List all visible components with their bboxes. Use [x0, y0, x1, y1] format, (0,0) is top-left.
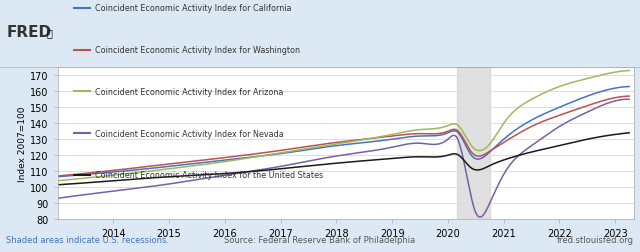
Text: fred.stlouisfed.org: fred.stlouisfed.org — [557, 235, 634, 244]
Y-axis label: Index 2007=100: Index 2007=100 — [19, 106, 28, 181]
Bar — [458, 68, 490, 219]
Text: Coincident Economic Activity Index for Arizona: Coincident Economic Activity Index for A… — [95, 87, 283, 97]
Text: Coincident Economic Activity Index for Washington: Coincident Economic Activity Index for W… — [95, 46, 300, 55]
Text: Coincident Economic Activity Index for the United States: Coincident Economic Activity Index for t… — [95, 171, 323, 180]
Text: Coincident Economic Activity Index for California: Coincident Economic Activity Index for C… — [95, 4, 291, 13]
Text: Coincident Economic Activity Index for Nevada: Coincident Economic Activity Index for N… — [95, 129, 284, 138]
Text: Source: Federal Reserve Bank of Philadelphia: Source: Federal Reserve Bank of Philadel… — [225, 235, 415, 244]
Text: Shaded areas indicate U.S. recessions.: Shaded areas indicate U.S. recessions. — [6, 235, 170, 244]
Text: 📈: 📈 — [46, 28, 52, 38]
Text: FRED: FRED — [6, 25, 52, 40]
